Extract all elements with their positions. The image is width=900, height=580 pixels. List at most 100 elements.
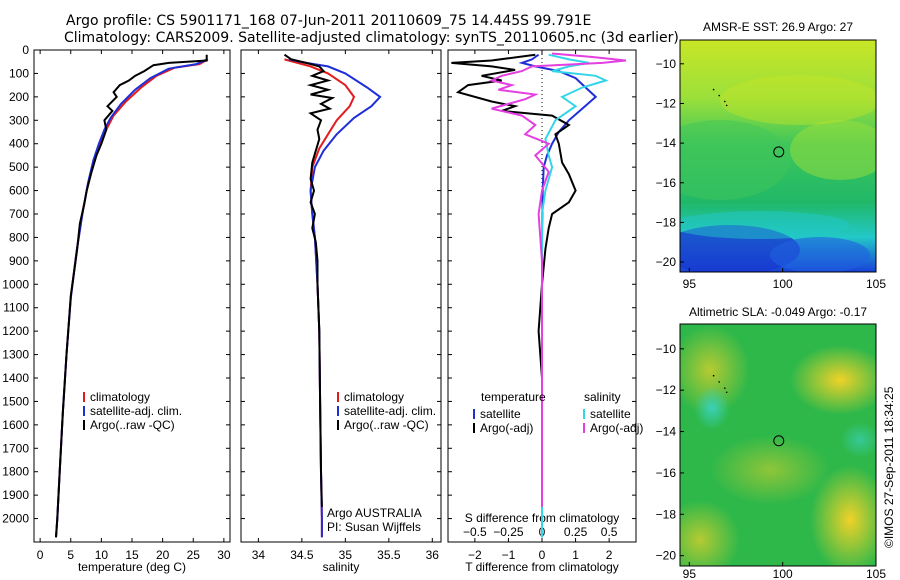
map-x-tick-label: 100 [773, 567, 793, 580]
y-tick-label: 600 [9, 184, 29, 198]
x-tick-label: −1 [502, 548, 516, 562]
map-x-tick-label: 95 [683, 567, 697, 580]
sla-map-axes: −10 −12 −14 −16 −18 −20 95 100 105 [656, 323, 886, 580]
x-axis-label: temperature (deg C) [78, 560, 186, 574]
y-tick-label: 1400 [2, 371, 29, 385]
top-tick-label: 0.25 [564, 525, 588, 539]
y-tick-label: 800 [9, 230, 29, 244]
y-tick-label: 1900 [2, 488, 29, 502]
y-tick-label: 1600 [2, 418, 29, 432]
map-y-tick-label: −16 [656, 466, 677, 480]
top-tick-label: −0.25 [493, 525, 524, 539]
map-x-tick-label: 105 [866, 567, 886, 580]
x-tick-label: 2 [606, 548, 613, 562]
sla-map-title: Altimetric SLA: -0.049 Argo: -0.17 [689, 305, 867, 319]
float-track-point [718, 381, 720, 383]
annotation-text: PI: Susan Wijffels [327, 520, 421, 534]
plot-frame [33, 49, 231, 543]
float-track-point [718, 94, 720, 97]
map-x-tick-label: 100 [773, 277, 793, 291]
legend-label: climatology [344, 390, 404, 404]
difference-panel: −2 −1 0 1 2T difference from climatology −0.5… [447, 49, 643, 574]
x-axis-label: salinity [323, 560, 360, 574]
float-track-point [712, 374, 715, 377]
y-tick-label: 200 [9, 90, 29, 104]
x-tick-label: 35 [339, 548, 353, 562]
temperature-panel: 0100200300400500600700800900100011001200… [2, 43, 231, 574]
legend-label: Argo(..raw -QC) [344, 418, 429, 432]
annotation-text: Argo AUSTRALIA [327, 506, 422, 520]
y-tick-label: 400 [9, 137, 29, 151]
map-y-tick-label: −16 [656, 176, 677, 190]
legend-label: satellite-adj. clim. [90, 404, 182, 418]
y-tick-label: 500 [9, 160, 29, 174]
x-tick-label: 5 [67, 548, 74, 562]
map-y-tick-label: −12 [656, 96, 677, 110]
map-y-tick-label: −14 [656, 136, 677, 150]
y-tick-label: 2000 [2, 512, 29, 526]
float-track-point [724, 387, 726, 389]
figure-title-line2: Climatology: CARS2009. Satellite-adjuste… [64, 30, 679, 46]
x-tick-label: 25 [187, 548, 201, 562]
y-tick-label: 1800 [2, 465, 29, 479]
series-line-satellite-2 [541, 53, 609, 538]
legend-label: climatology [90, 390, 150, 404]
series-line-argo-adj--1 [451, 53, 577, 507]
y-tick-label: 1200 [2, 324, 29, 338]
x-tick-label: 0 [539, 548, 546, 562]
legend-label: satellite-adj. clim. [344, 404, 436, 418]
float-track-point [725, 391, 728, 394]
x-tick-label: 0 [37, 548, 44, 562]
x-tick-label: 30 [217, 548, 231, 562]
map-frame [679, 323, 877, 567]
map-x-tick-label: 95 [683, 277, 697, 291]
argo-position-marker [773, 435, 785, 447]
x-tick-label: 10 [95, 548, 109, 562]
x-tick-label: 15 [125, 548, 139, 562]
timestamp-stamp: ©IMOS 27-Sep-2011 18:34:25 [882, 386, 896, 548]
x-tick-label: 1 [572, 548, 579, 562]
series-line-argo-adj--3 [488, 52, 627, 507]
legend-group-title: temperature [481, 390, 546, 404]
map-y-tick-label: −14 [656, 425, 677, 439]
y-tick-label: 1000 [2, 277, 29, 291]
x-axis-label: T difference from climatology [465, 560, 619, 574]
map-frame [679, 39, 877, 273]
series-line-argo-raw-qc--2 [55, 54, 208, 538]
x-tick-label: 34.5 [290, 548, 314, 562]
map-y-tick-label: −20 [656, 549, 677, 563]
top-tick-label: 0.5 [601, 525, 618, 539]
legend-label: Argo(..raw -QC) [90, 418, 175, 432]
float-track-point [724, 100, 726, 103]
legend-label: satellite [590, 407, 631, 421]
x-tick-label: 35.5 [377, 548, 401, 562]
map-y-tick-label: −18 [656, 215, 677, 229]
y-tick-label: 100 [9, 66, 29, 80]
y-tick-label: 300 [9, 113, 29, 127]
y-tick-label: 1300 [2, 348, 29, 362]
map-y-tick-label: −20 [656, 255, 677, 269]
y-tick-label: 1700 [2, 441, 29, 455]
plot-frame [240, 49, 442, 543]
sst-map-axes: −10 −12 −14 −16 −18 −20 95 100 105 [656, 39, 886, 291]
argo-position-marker [773, 146, 785, 158]
float-track-point [712, 88, 715, 91]
y-tick-label: 900 [9, 254, 29, 268]
x-tick-label: 36 [426, 548, 440, 562]
top-tick-label: −0.5 [463, 525, 487, 539]
legend-label: satellite [480, 407, 521, 421]
legend-group-title: salinity [584, 390, 621, 404]
map-y-tick-label: −12 [656, 383, 677, 397]
map-y-tick-label: −18 [656, 507, 677, 521]
y-tick-label: 1100 [3, 301, 29, 315]
x-tick-label: 34 [252, 548, 266, 562]
sla-map-image [680, 324, 876, 566]
sst-map-title: AMSR-E SST: 26.9 Argo: 27 [703, 20, 853, 34]
sst-map-image [680, 40, 876, 272]
y-tick-label: 0 [22, 43, 29, 57]
legend-label: Argo(-adj) [480, 421, 533, 435]
legend-label: Argo(-adj) [590, 421, 643, 435]
x-tick-label: −2 [468, 548, 482, 562]
series-line-argo-raw-qc--2 [283, 53, 336, 507]
